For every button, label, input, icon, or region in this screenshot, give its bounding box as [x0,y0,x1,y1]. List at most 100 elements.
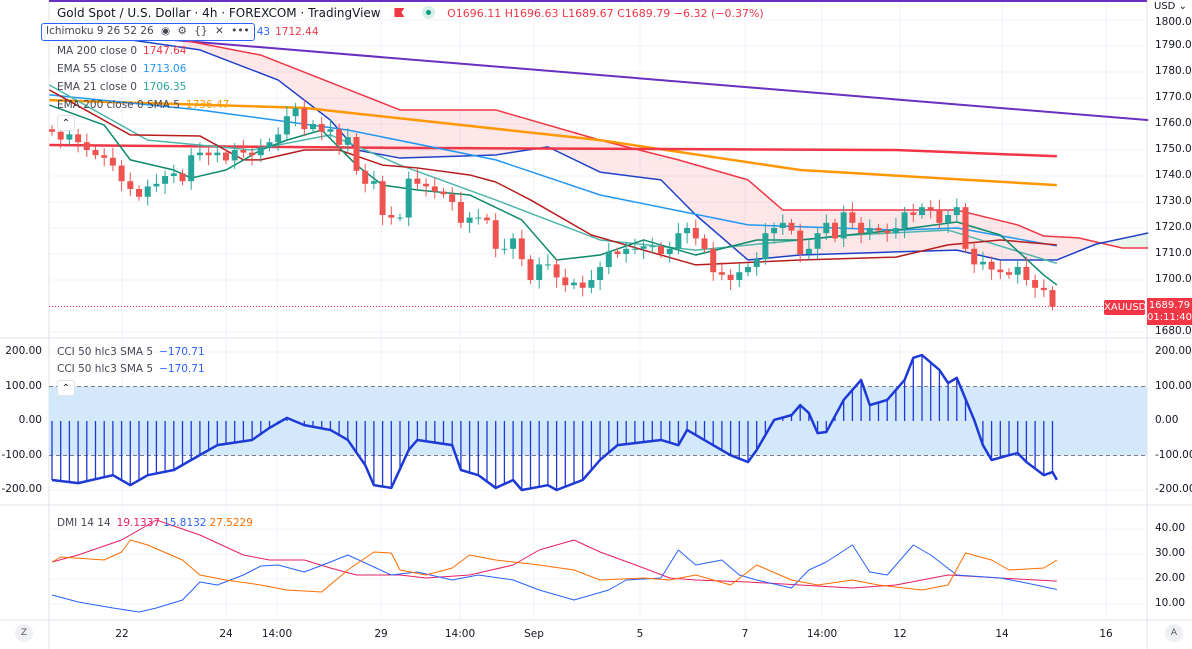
candle-body [466,217,473,223]
candle-body [936,209,943,223]
ichimoku-cloud [674,158,679,198]
ichimoku-cloud [617,144,622,175]
ichimoku-cloud [604,141,609,174]
ichimoku-cloud [1130,235,1136,249]
candle-body [92,150,99,156]
candle-body [588,280,595,288]
candle-body [318,124,325,132]
candle-body [910,212,917,215]
ichimoku-cloud [487,109,492,156]
ichimoku-cloud [534,121,540,149]
cci2-legend[interactable]: CCI 50 hlc3 SMA 5 −170.71 [57,363,205,376]
candle-body [562,277,569,286]
ichimoku-cloud [595,138,601,173]
ichimoku-cloud [330,82,335,126]
symbol-title: Gold Spot / U.S. Dollar · 4h · FOREXCOM … [57,6,381,20]
ema200-line [49,98,1057,187]
ichimoku-cloud [295,68,300,97]
ichimoku-cloud [917,210,922,252]
ichimoku-legend[interactable]: Ichimoku 9 26 52 26 ◉ ⚙ {} ✕ ••• [41,23,255,41]
candle-body [979,261,986,265]
ichimoku-cloud [500,111,505,155]
ichimoku-cloud [508,113,514,153]
ichimoku-cloud [1135,234,1140,249]
currency-selector[interactable]: USD ⌄ [1148,0,1192,14]
ichimoku-cloud [778,206,783,258]
candle-body [1049,290,1056,307]
ichimoku-cloud [543,123,548,148]
dmi-legend[interactable]: DMI 14 14 19.1337 15.8132 27.5229 [57,517,253,530]
dmi-label: 10.00 [1155,597,1186,609]
more-icon[interactable]: ••• [231,25,250,37]
ema200-legend[interactable]: EMA 200 close 0 SMA 5 1736.47 [57,99,229,112]
close-icon[interactable]: ✕ [214,25,224,37]
zoom-toggle-button[interactable]: Z [15,624,33,642]
candle-body [170,173,177,176]
ichimoku-cloud [695,164,701,219]
ichimoku-cloud [782,210,788,257]
ohlc-values: O1696.11 H1696.63 L1689.67 C1689.79 −6.3… [447,7,764,20]
time-label: 14:00 [261,628,293,640]
ichimoku-cloud [373,99,379,155]
ichimoku-cloud [908,210,914,252]
ichimoku-cloud [343,87,348,141]
candle-body [292,108,299,117]
ichimoku-cloud [456,109,461,157]
source-code-icon[interactable]: {} [194,25,208,37]
ichimoku-cloud [1074,237,1079,253]
candle-body [440,191,447,195]
ichimoku-cloud [482,109,487,156]
ichimoku-cloud [1143,232,1149,249]
settings-icon[interactable]: ⚙ [177,25,187,37]
ichimoku-cloud [556,127,561,154]
candle-body [858,222,865,234]
eye-icon[interactable]: ◉ [160,25,171,37]
candle-body [701,238,708,249]
ichimoku-cloud [1065,237,1070,257]
candle-body [727,274,734,280]
candle-body [953,207,960,215]
candle-body [188,155,195,182]
ichimoku-cloud [713,169,718,234]
ichimoku-cloud [265,56,270,77]
ichimoku-cloud [1069,237,1075,255]
cci-label-left: 100.00 [5,379,42,392]
ema55-legend[interactable]: EMA 55 close 0 1713.06 [57,63,186,76]
adx-line [51,539,1058,593]
collapse-legend-button[interactable]: ⌃ [57,115,75,131]
cci-label: 100.00 [1155,379,1192,392]
candle-body [484,217,490,221]
candle-body [423,183,430,187]
candle-body [605,251,612,267]
cci-label-left: -200.00 [1,483,42,495]
ema21-legend[interactable]: EMA 21 close 0 1706.35 [57,81,186,94]
ichimoku-cloud [756,187,762,260]
candle-body [797,230,804,254]
auto-scale-button[interactable]: A [1165,624,1183,642]
candle-body [1032,280,1039,288]
ichimoku-cloud [204,44,209,54]
candle-body [249,152,256,156]
ichimoku-cloud [513,114,518,153]
ichimoku-cloud [530,120,535,150]
ichimoku-cloud [517,116,522,152]
ichimoku-cloud [321,79,327,117]
candle-body [301,108,308,130]
ichimoku-cloud [987,217,992,259]
flag-icon[interactable] [394,8,405,17]
collapse-cci-legend-button[interactable]: ⌃ [57,380,75,396]
ichimoku-cloud [465,109,470,156]
time-label: 14:00 [806,628,838,640]
symbol-legend: Gold Spot / U.S. Dollar · 4h · FOREXCOM … [57,6,764,21]
cci1-legend[interactable]: CCI 50 hlc3 SMA 5 −170.71 [57,346,205,359]
candle-body [762,233,769,260]
cci2-value: −170.71 [159,363,205,375]
candle-body [431,186,438,192]
time-label: 12 [893,628,907,640]
dmi-label: 30.00 [1155,547,1186,559]
ma200-legend[interactable]: MA 200 close 0 1747.64 [57,45,186,58]
candle-body [66,134,73,140]
candle-body [362,170,369,184]
candle-body [814,233,821,249]
